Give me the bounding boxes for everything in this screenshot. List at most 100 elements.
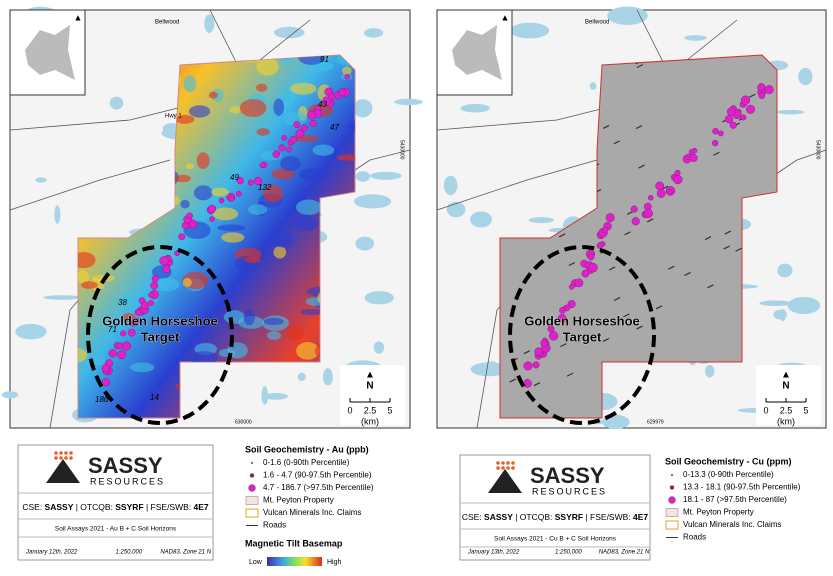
texture xyxy=(271,168,295,180)
listing-part: 4E7 xyxy=(194,502,209,512)
sample xyxy=(159,256,169,266)
texture xyxy=(707,284,714,289)
sample xyxy=(673,174,683,185)
legend-label: Vulcan Minerals Inc. Claims xyxy=(683,520,781,529)
sample xyxy=(293,121,301,129)
lake xyxy=(528,217,555,224)
logo-dot xyxy=(511,461,515,465)
logo-dot xyxy=(59,451,63,455)
texture xyxy=(294,214,319,231)
logo-dot xyxy=(496,461,500,465)
texture xyxy=(255,83,268,92)
sample xyxy=(322,96,332,106)
logo-mark xyxy=(46,459,80,483)
sample xyxy=(127,328,136,337)
texture xyxy=(229,106,242,114)
texture xyxy=(749,93,756,98)
sample xyxy=(148,292,155,299)
lake xyxy=(355,236,375,251)
sample xyxy=(587,253,595,261)
sample xyxy=(740,114,747,121)
texture xyxy=(208,91,219,99)
sample xyxy=(557,314,567,323)
texture xyxy=(218,348,236,358)
north-arrow: ▲ xyxy=(781,370,791,381)
sample xyxy=(655,181,665,191)
lake xyxy=(263,393,289,400)
sample xyxy=(548,331,559,341)
sample xyxy=(121,341,132,351)
logo-dot xyxy=(64,451,68,455)
texture xyxy=(78,251,96,269)
texture xyxy=(566,372,574,377)
map-scale: 1:250,000 xyxy=(555,550,582,556)
texture xyxy=(273,246,287,259)
legend-marker xyxy=(248,484,256,492)
sample xyxy=(134,308,142,316)
lake xyxy=(364,291,394,305)
sample xyxy=(711,139,719,147)
basemap-title: Magnetic Tilt Basemap xyxy=(245,538,343,548)
sample xyxy=(278,144,286,152)
texture xyxy=(704,236,712,241)
texture xyxy=(684,271,691,276)
lake xyxy=(684,35,707,41)
texture xyxy=(183,75,197,93)
sample-label: 14 xyxy=(150,393,159,402)
map-scale: 1:250,000 xyxy=(116,550,143,556)
legend-label: Vulcan Minerals Inc. Claims xyxy=(263,508,361,517)
texture xyxy=(130,362,155,373)
sample xyxy=(643,208,653,219)
listing: CSE: SASSY | OTCQB: SSYRF | FSE/SWB: 4E7 xyxy=(22,502,209,512)
lake xyxy=(759,300,793,307)
sample xyxy=(745,104,756,114)
texture xyxy=(635,125,643,130)
sample xyxy=(151,275,159,283)
listing-part: 4E7 xyxy=(633,512,648,522)
inset-island xyxy=(452,25,502,80)
legend-label: 13.3 - 18.1 (90-97.5th Percentile) xyxy=(683,483,801,492)
sample xyxy=(588,262,598,273)
legend-title: Soil Geochemistry - Cu (ppm) xyxy=(665,456,792,466)
logo-dot xyxy=(64,456,68,460)
lake xyxy=(15,323,47,340)
sample xyxy=(134,317,141,324)
texture xyxy=(523,350,531,355)
texture xyxy=(568,261,576,267)
listing-part: | FSE/SWB: xyxy=(583,512,633,522)
place-label: Hwy 1 xyxy=(165,114,182,120)
texture xyxy=(287,324,304,341)
date: January 13th, 2022 xyxy=(467,550,520,556)
lake xyxy=(394,98,423,106)
texture xyxy=(533,382,541,387)
sample-label: 186 xyxy=(95,395,109,404)
sample xyxy=(108,349,117,358)
listing-part: SASSY xyxy=(45,502,74,512)
legend-marker xyxy=(250,461,254,465)
texture xyxy=(174,174,191,183)
texture xyxy=(509,378,516,383)
target-circle xyxy=(86,245,234,425)
sample xyxy=(605,213,615,223)
texture xyxy=(668,265,675,270)
scale-label: 5 xyxy=(803,405,808,415)
sample xyxy=(254,177,263,186)
texture xyxy=(280,156,301,172)
lake xyxy=(297,372,306,382)
texture xyxy=(602,337,610,342)
lake xyxy=(777,263,793,278)
sample-label: 49 xyxy=(230,173,239,182)
sample-label: 71 xyxy=(108,325,117,334)
legend-marker xyxy=(670,473,674,477)
scale-bg xyxy=(340,365,405,425)
legend-label: 1.6 - 4.7 (90-97.5th Percentile) xyxy=(263,471,372,480)
texture xyxy=(655,305,663,310)
sample xyxy=(228,195,235,202)
place-label: Bellwood xyxy=(585,20,609,26)
sample xyxy=(129,320,136,327)
texture xyxy=(193,185,213,201)
place-label: Bellwood xyxy=(155,20,179,26)
texture xyxy=(244,256,262,264)
